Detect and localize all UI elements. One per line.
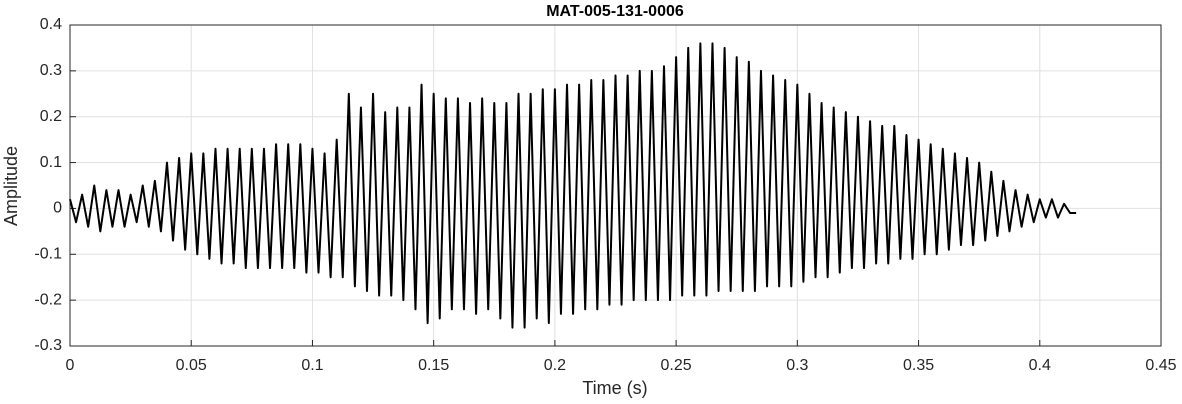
- x-tick-label: 0.3: [786, 357, 808, 374]
- y-tick-label: -0.2: [34, 291, 62, 308]
- y-tick-label: 0.3: [40, 62, 62, 79]
- axes-box: [69, 24, 1162, 347]
- y-tick-label: 0.1: [40, 154, 62, 171]
- x-axis-label: Time (s): [582, 378, 647, 398]
- x-tick-label: 0.45: [1145, 357, 1176, 374]
- x-tick-label: 0.25: [661, 357, 692, 374]
- x-tick-label: 0.05: [176, 357, 207, 374]
- y-tick-label: -0.1: [34, 246, 62, 263]
- y-tick-label: 0: [53, 200, 62, 217]
- waveform-line: [69, 42, 1077, 329]
- x-tick-label: 0.35: [903, 357, 934, 374]
- y-tick-label: 0.4: [40, 16, 62, 33]
- x-tick-label: 0.1: [301, 357, 323, 374]
- x-tick-label: 0.2: [544, 357, 566, 374]
- y-axis-label: Amplitude: [1, 146, 21, 226]
- x-tick-label: 0.4: [1029, 357, 1051, 374]
- chart-title: MAT-005-131-0006: [546, 3, 684, 20]
- y-tick-label: 0.2: [40, 108, 62, 125]
- y-tick-label: -0.3: [34, 337, 62, 354]
- x-tick-label: 0: [66, 357, 75, 374]
- x-tick-label: 0.15: [418, 357, 449, 374]
